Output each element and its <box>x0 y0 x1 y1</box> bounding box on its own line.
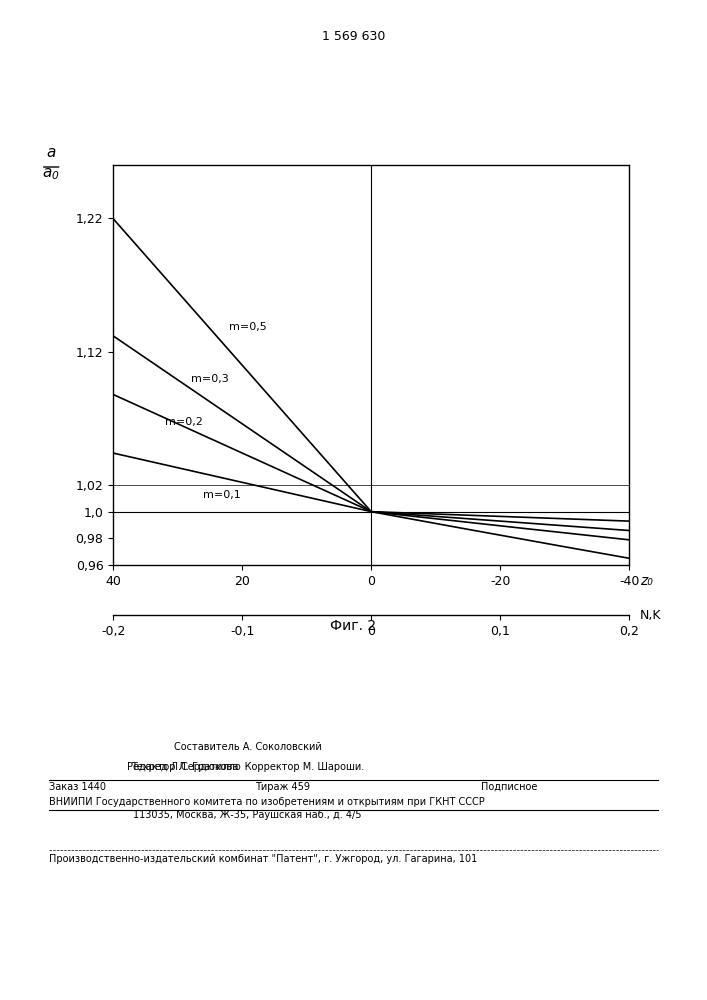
Text: m=0,3: m=0,3 <box>191 374 228 384</box>
Text: 113035, Москва, Ж-35, Раушская наб., д. 4/5: 113035, Москва, Ж-35, Раушская наб., д. … <box>133 810 362 820</box>
Text: Составитель А. Соколовский: Составитель А. Соколовский <box>174 742 321 752</box>
Text: Редактор Л. Гратилло: Редактор Л. Гратилло <box>127 762 241 772</box>
Text: m=0,2: m=0,2 <box>165 417 203 427</box>
Text: 1 569 630: 1 569 630 <box>322 30 385 43</box>
Text: Подписное: Подписное <box>481 782 537 792</box>
Text: Заказ 1440: Заказ 1440 <box>49 782 107 792</box>
Text: a: a <box>47 145 56 160</box>
Text: z₀: z₀ <box>640 574 653 588</box>
Text: Тираж 459: Тираж 459 <box>255 782 310 792</box>
Text: ВНИИПИ Государственного комитета по изобретениям и открытиям при ГКНТ СССР: ВНИИПИ Государственного комитета по изоб… <box>49 797 485 807</box>
Text: N,K: N,K <box>640 608 661 621</box>
Text: $\mathregular{a_0}$: $\mathregular{a_0}$ <box>42 166 60 182</box>
Text: m=0,1: m=0,1 <box>204 490 241 500</box>
Text: Производственно-издательский комбинат "Патент", г. Ужгород, ул. Гагарина, 101: Производственно-издательский комбинат "П… <box>49 854 478 864</box>
Text: m=0,5: m=0,5 <box>229 322 267 332</box>
Text: Техред Л.Сердюкова  Корректор М. Шароши.: Техред Л.Сердюкова Корректор М. Шароши. <box>131 762 364 772</box>
Text: Фиг. 2: Фиг. 2 <box>330 619 377 633</box>
